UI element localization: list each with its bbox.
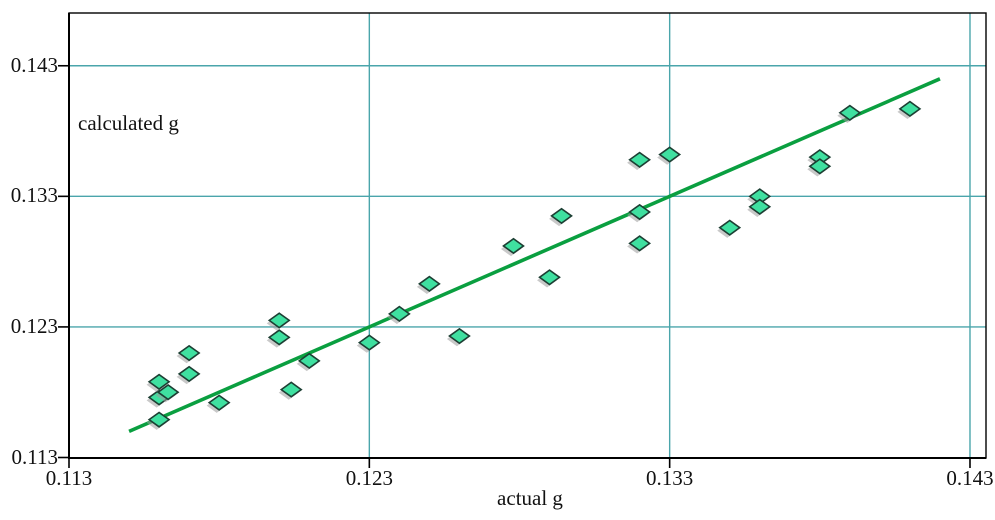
data-point [177,344,201,362]
x-axis-title: actual g [497,486,563,510]
y-axis-title: calculated g [78,111,179,135]
data-point [748,198,772,215]
data-point [718,219,742,236]
y-tick-label: 0.123 [10,313,58,338]
trend-line [128,77,941,434]
y-tick-label: 0.143 [10,52,58,77]
x-tick-label: 0.133 [646,466,694,490]
data-point [418,275,441,293]
data-point [628,151,651,168]
data-point [267,312,291,329]
data-point [279,381,303,398]
data-point [207,394,231,411]
data-point [177,365,201,383]
x-tick-label: 0.113 [45,466,93,490]
data-point [808,158,832,175]
y-tick-label: 0.113 [11,444,58,469]
plot-frame [68,12,987,459]
data-point [147,373,171,390]
x-tick-label: 0.143 [946,466,994,490]
data-point [156,384,180,401]
data-point [297,352,321,370]
y-tick-label: 0.133 [10,183,58,208]
data-point [658,146,682,163]
data-point [628,203,651,221]
data-point [550,207,573,225]
data-point [538,269,561,286]
data-point [357,334,381,351]
data-point [838,104,862,121]
data-point [448,327,471,345]
data-point [898,100,922,118]
data-point [267,329,291,346]
data-point [502,237,525,255]
data-point [628,235,651,252]
x-tick-label: 0.123 [345,466,393,490]
data-point [147,411,171,428]
data-point [387,305,411,323]
